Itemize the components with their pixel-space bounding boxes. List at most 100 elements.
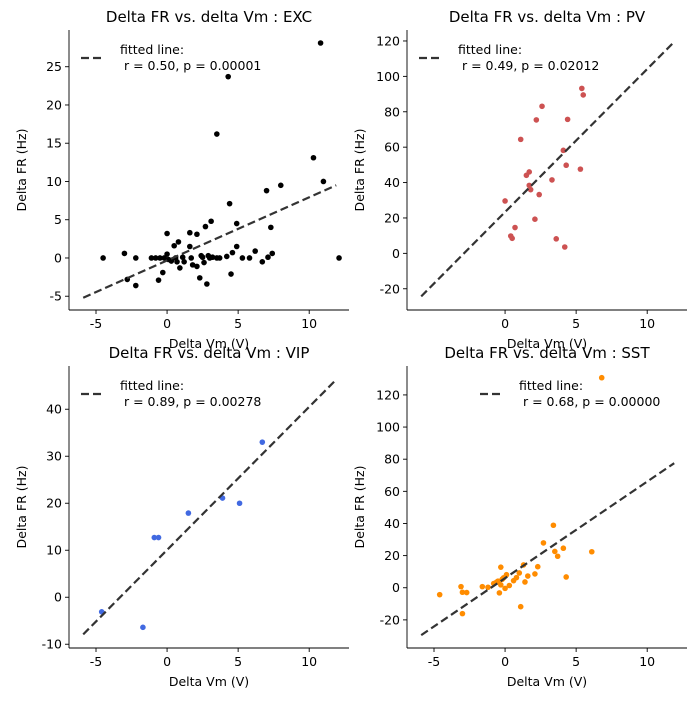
scatter-point — [185, 510, 192, 516]
y-axis-label: Delta FR (Hz) — [352, 129, 367, 212]
scatter-point — [216, 255, 223, 261]
y-tick-label: 40 — [46, 402, 62, 417]
scatter-point — [161, 255, 168, 261]
scatter-point — [214, 131, 220, 137]
scatter-point — [533, 117, 540, 123]
scatter-point — [202, 223, 209, 230]
legend-label-line1: fitted line: — [120, 378, 184, 393]
y-tick-label: 40 — [384, 175, 400, 190]
scatter-point — [527, 186, 534, 193]
y-tick-label: 10 — [46, 174, 62, 189]
scatter-point — [223, 253, 230, 260]
scatter-point — [458, 583, 464, 590]
y-tick-label: 120 — [376, 33, 400, 48]
y-tick-label: 20 — [384, 210, 400, 225]
scatter-point — [522, 579, 528, 585]
scatter-point — [201, 259, 207, 266]
scatter-point — [463, 589, 470, 596]
y-tick-label: 100 — [376, 420, 400, 435]
scatter-point — [233, 220, 240, 227]
x-tick-label: 5 — [234, 316, 242, 331]
y-tick-label: 30 — [46, 449, 62, 464]
scatter-point — [532, 216, 538, 223]
scatter-point — [517, 136, 524, 143]
scatter-point — [496, 590, 503, 596]
y-axis-label: Delta FR (Hz) — [14, 466, 29, 549]
scatter-point — [194, 263, 200, 270]
scatter-point — [502, 198, 508, 204]
y-tick-label: 60 — [384, 140, 400, 155]
x-tick-label: 10 — [639, 316, 655, 331]
y-tick-label: 0 — [54, 250, 62, 265]
scatter-point — [577, 166, 584, 172]
scatter-point — [553, 236, 560, 242]
y-tick-label: 20 — [384, 548, 400, 563]
scatter-point — [564, 116, 571, 123]
x-tick-label: 10 — [301, 654, 317, 669]
chart-title: Delta FR vs. delta Vm : SST — [444, 344, 650, 362]
scatter-point — [560, 147, 567, 154]
scatter-point — [187, 243, 193, 250]
scatter-point — [517, 603, 524, 610]
y-tick-label: 5 — [54, 212, 62, 227]
y-tick-label: -5 — [50, 289, 62, 304]
x-tick-label: 10 — [301, 316, 317, 331]
x-tick-label: 5 — [572, 654, 580, 669]
scatter-point — [580, 92, 587, 98]
legend-label-line2: r = 0.49, p = 0.02012 — [458, 58, 599, 73]
y-tick-label: -20 — [380, 281, 400, 296]
x-tick-label: 5 — [234, 654, 242, 669]
scatter-point — [204, 281, 210, 287]
scatter-point — [532, 571, 538, 577]
scatter-point — [479, 583, 486, 590]
legend: fitted line: r = 0.89, p = 0.00278 — [81, 378, 261, 409]
scatter-point — [194, 231, 200, 238]
scatter-point — [459, 589, 466, 596]
scatter-point — [151, 534, 158, 541]
scatter-point — [252, 248, 258, 254]
legend-label-line1: fitted line: — [458, 42, 522, 57]
y-tick-label: 15 — [46, 136, 62, 151]
fitted-line — [82, 184, 337, 299]
scatter-point — [579, 85, 585, 92]
scatter-point — [268, 224, 274, 231]
legend: fitted line: r = 0.50, p = 0.00001 — [81, 42, 261, 73]
scatter-point — [598, 374, 605, 381]
y-tick-label: 25 — [46, 59, 62, 74]
legend-label-line1: fitted line: — [519, 378, 583, 393]
scatter-point — [502, 585, 508, 592]
scatter-point — [133, 282, 139, 289]
scatter-point — [503, 571, 510, 578]
scatter-point — [259, 259, 266, 265]
scatter-point — [509, 235, 515, 242]
scatter-point — [534, 563, 541, 570]
chart-panel-2: Delta FR vs. delta Vm : PV 0 5 10 -20 0 20 40 60… — [352, 8, 687, 351]
y-tick-label: 60 — [384, 484, 400, 499]
y-tick-label: 120 — [376, 387, 400, 402]
scatter-point — [160, 269, 166, 276]
y-tick-label: 0 — [54, 590, 62, 605]
scatter-point — [263, 187, 270, 194]
x-tick-label: -5 — [428, 654, 440, 669]
scatter-point — [152, 255, 159, 261]
scatter-point — [168, 258, 175, 264]
scatter-point — [140, 624, 146, 631]
scatter-point — [436, 591, 443, 598]
scatter-point — [336, 255, 342, 261]
scatter-point — [269, 250, 276, 257]
scatter-point — [512, 224, 518, 231]
scatter-point — [498, 582, 504, 588]
y-tick-label: 10 — [46, 543, 62, 558]
legend-label-line2: r = 0.68, p = 0.00000 — [519, 394, 660, 409]
scatter-point — [187, 229, 193, 236]
x-tick-label: 5 — [572, 316, 580, 331]
scatter-point — [188, 255, 195, 261]
scatter-point — [228, 271, 234, 277]
scatter-point — [259, 439, 266, 445]
legend-label-line2: r = 0.50, p = 0.00001 — [120, 58, 261, 73]
chart-panel-3: Delta FR vs. delta Vm : VIP -5 0 5 10 -10 0 10 2… — [14, 344, 349, 689]
y-axis-label: Delta FR (Hz) — [352, 466, 367, 549]
scatter-point — [552, 548, 558, 555]
x-tick-label: 0 — [163, 654, 171, 669]
